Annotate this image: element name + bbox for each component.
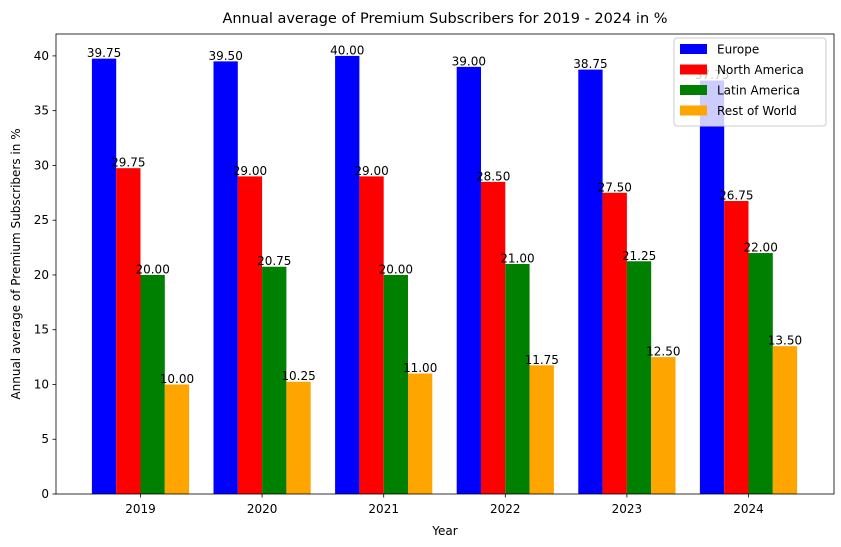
bar-europe-2020 (213, 61, 238, 494)
x-tick-label: 2020 (247, 502, 278, 516)
bar-europe-2019 (91, 58, 117, 494)
y-tick-label: 15 (34, 323, 49, 337)
data-label-rest-of-world-2023: 12.50 (646, 345, 680, 359)
bar-latin-america-2021 (383, 274, 408, 494)
bar-north-america-2019 (116, 168, 141, 495)
chart-title: Annual average of Premium Subscribers fo… (222, 11, 667, 27)
plot-area-frame (55, 33, 835, 495)
bar-rest-of-world-2020 (286, 381, 311, 494)
bar-latin-america-2019 (140, 274, 165, 494)
data-label-latin-america-2021: 20.00 (379, 262, 413, 276)
bar-rest-of-world-2021 (408, 373, 433, 494)
bar-north-america-2023 (602, 192, 627, 494)
x-axis: 2019 2020 2021 2022 2023 2024 (125, 494, 764, 516)
x-tick-label: 2019 (125, 502, 156, 516)
bar-north-america-2020 (237, 176, 263, 494)
bar-latin-america-2022 (505, 264, 530, 494)
data-label-latin-america-2022: 21.00 (500, 252, 534, 266)
bar-latin-america-2023 (626, 261, 652, 494)
legend-label-north-america: North America (717, 63, 804, 77)
data-label-europe-2020: 39.50 (208, 49, 242, 63)
data-label-latin-america-2020: 20.75 (257, 254, 291, 268)
legend-box (673, 37, 827, 127)
data-label-europe-2019: 39.75 (87, 46, 121, 60)
legend-swatch-rest-of-world (680, 105, 707, 116)
data-label-north-america-2023: 27.50 (598, 180, 632, 194)
y-tick-label: 25 (34, 213, 49, 227)
bar-europe-2024 (699, 80, 725, 495)
y-tick-label: 35 (34, 104, 49, 118)
bar-latin-america-2024 (748, 253, 773, 494)
bar-rest-of-world-2019 (164, 384, 190, 494)
bar-north-america-2024 (724, 201, 749, 494)
y-tick-label: 10 (34, 377, 49, 391)
y-tick-label: 20 (34, 268, 49, 282)
data-label-rest-of-world-2022: 11.75 (525, 353, 559, 367)
bar-europe-2022 (456, 66, 481, 495)
x-tick-label: 2022 (490, 502, 521, 516)
y-tick-label: 5 (41, 432, 49, 446)
legend-swatch-north-america (680, 64, 707, 75)
data-label-europe-2023: 38.75 (573, 57, 607, 71)
data-label-latin-america-2023: 21.25 (622, 249, 656, 263)
legend-swatch-europe (680, 44, 707, 54)
data-label-rest-of-world-2021: 11.00 (403, 361, 437, 375)
data-label-latin-america-2019: 20.00 (135, 262, 169, 276)
data-label-north-america-2024: 26.75 (719, 189, 753, 203)
data-label-rest-of-world-2020: 10.25 (281, 369, 315, 383)
data-label-europe-2022: 39.00 (452, 54, 486, 68)
y-tick-label: 40 (34, 49, 49, 63)
bar-rest-of-world-2024 (772, 346, 798, 494)
y-tick-label: 0 (41, 487, 49, 501)
x-tick-label: 2023 (612, 502, 643, 516)
x-axis-label: Year (431, 524, 457, 538)
x-tick-label: 2024 (733, 502, 764, 516)
bar-rest-of-world-2022 (529, 365, 554, 494)
x-tick-label: 2021 (368, 502, 399, 516)
bar-europe-2023 (578, 69, 603, 494)
data-label-latin-america-2024: 22.00 (743, 241, 777, 255)
bars-layer (91, 55, 798, 495)
y-tick-label: 30 (34, 158, 49, 172)
legend-label-rest-of-world: Rest of World (717, 104, 797, 118)
legend-label-europe: Europe (717, 43, 759, 57)
data-label-rest-of-world-2019: 10.00 (160, 372, 194, 386)
y-axis: 0 5 10 15 20 25 30 35 40 (34, 49, 56, 501)
data-label-north-america-2021: 29.00 (354, 164, 388, 178)
data-label-rest-of-world-2024: 13.50 (768, 334, 802, 348)
y-axis-label: Annual average of Premium Subscribers in… (9, 128, 23, 399)
bar-europe-2021 (335, 55, 360, 495)
bar-rest-of-world-2023 (651, 357, 676, 494)
bar-north-america-2022 (481, 181, 506, 495)
data-label-north-america-2019: 29.75 (111, 156, 145, 170)
data-label-north-america-2022: 28.50 (476, 169, 510, 183)
data-label-north-america-2020: 29.00 (233, 164, 267, 178)
legend-swatch-latin-america (680, 85, 707, 95)
data-label-europe-2021: 40.00 (330, 43, 364, 57)
bar-north-america-2021 (359, 176, 384, 494)
bar-latin-america-2020 (262, 266, 287, 494)
legend: Europe North America Latin America Rest of … (673, 37, 827, 127)
data-labels-layer: 39.7539.5040.0039.0038.7537.7529.7529.00… (87, 43, 802, 386)
legend-label-latin-america: Latin America (717, 84, 800, 98)
